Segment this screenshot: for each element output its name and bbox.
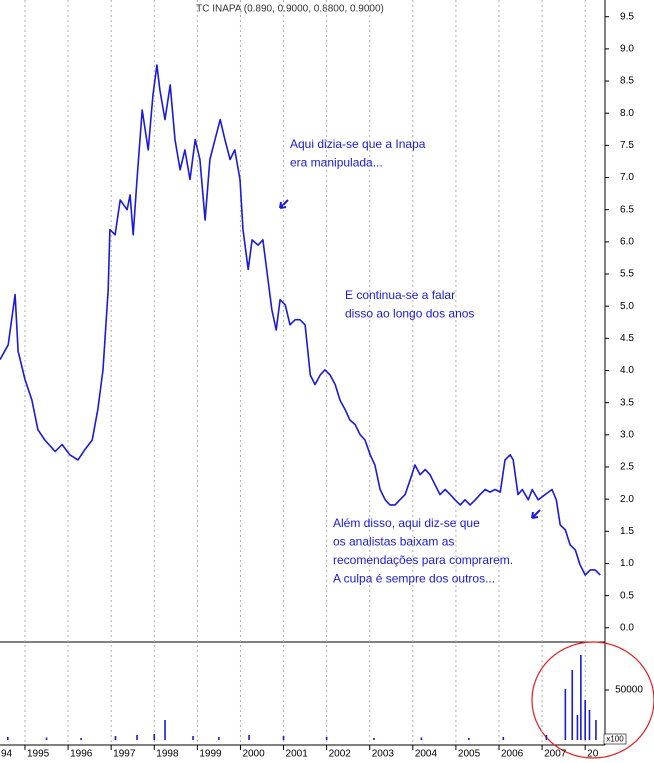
x-tick-label: 2007 xyxy=(544,749,567,760)
highlight-circle xyxy=(531,641,654,759)
volume-bar xyxy=(218,737,220,740)
annotation: E continua-se a falar xyxy=(345,288,455,302)
y-tick-label: 4.0 xyxy=(620,365,634,376)
arrow xyxy=(279,199,289,209)
volume-bar xyxy=(6,737,9,740)
volume-bar xyxy=(153,734,156,740)
price-line xyxy=(0,64,601,576)
y-tick-label: 0.0 xyxy=(620,622,634,633)
annotation: A culpa é sempre dos outros... xyxy=(333,572,495,586)
volume-bar xyxy=(192,736,194,740)
x-tick-label: 2000 xyxy=(242,749,265,760)
y-tick-label: 1.5 xyxy=(620,526,634,537)
x-tick-label: 1996 xyxy=(70,749,93,760)
volume-bar xyxy=(571,670,574,740)
volume-bar xyxy=(564,689,567,740)
x-tick-label: 1995 xyxy=(27,749,50,760)
y-tick-label: 8.0 xyxy=(620,108,634,119)
volume-bar xyxy=(420,737,423,740)
y-tick-label: 6.5 xyxy=(620,204,634,215)
volume-bar xyxy=(468,738,470,740)
annotation: era manipulada... xyxy=(290,156,383,170)
y-tick-label: 7.5 xyxy=(620,140,634,151)
volume-bar xyxy=(80,738,82,740)
y-tick-label: 0.5 xyxy=(620,590,634,601)
annotation: Além disso, aqui diz-se que xyxy=(333,516,480,530)
y-tick-label: 8.5 xyxy=(620,76,634,87)
volume-bar xyxy=(373,738,375,740)
volume-bar xyxy=(45,737,48,740)
x-tick-label: 94 xyxy=(1,749,13,760)
volume-bar xyxy=(136,735,138,740)
volume-bar xyxy=(595,720,597,740)
volume-bar xyxy=(114,736,117,740)
volume-bar xyxy=(164,720,166,740)
x-tick-label: 2001 xyxy=(286,749,309,760)
volume-unit: x100 xyxy=(606,735,624,744)
y-tick-label: 5.0 xyxy=(620,301,634,312)
y-tick-label: 3.0 xyxy=(620,429,634,440)
chart-title: TC INAPA (0.890, 0.9000, 0.8800, 0.9000) xyxy=(196,4,384,15)
y-tick-label: 6.0 xyxy=(620,236,634,247)
volume-bar xyxy=(584,700,586,740)
y-tick-label: 3.5 xyxy=(620,397,634,408)
y-tick-label: 1.0 xyxy=(620,558,634,569)
y-tick-label: 2.5 xyxy=(620,462,634,473)
x-tick-label: 1998 xyxy=(156,749,179,760)
volume-bar xyxy=(325,737,328,740)
volume-bar xyxy=(576,715,579,740)
y-tick-label: 4.5 xyxy=(620,333,634,344)
volume-bar xyxy=(282,736,285,740)
x-tick-label: 20 xyxy=(587,749,599,760)
y-tick-label: 9.0 xyxy=(620,44,634,55)
annotation: recomendações para comprarem. xyxy=(333,553,513,567)
x-tick-label: 2004 xyxy=(415,749,438,760)
volume-tick-label: 50000 xyxy=(615,685,643,696)
volume-bar xyxy=(502,737,505,740)
x-tick-label: 2005 xyxy=(458,749,481,760)
x-tick-label: 2002 xyxy=(329,749,352,760)
y-tick-label: 2.0 xyxy=(620,494,634,505)
annotation: disso ao longo dos anos xyxy=(345,307,474,321)
x-tick-label: 2006 xyxy=(501,749,524,760)
y-tick-label: 7.0 xyxy=(620,172,634,183)
unit-box xyxy=(603,733,627,745)
y-tick-label: 9.5 xyxy=(620,11,634,22)
annotation: os analistas baixam as xyxy=(333,535,454,549)
y-tick-label: 5.5 xyxy=(620,269,634,280)
annotation: Aqui dizia-se que a Inapa xyxy=(290,137,426,151)
volume-bar xyxy=(248,735,250,740)
x-tick-label: 2003 xyxy=(372,749,395,760)
volume-bar xyxy=(580,655,582,740)
arrow xyxy=(531,509,541,519)
volume-bar xyxy=(588,710,591,740)
x-tick-label: 1999 xyxy=(199,749,222,760)
x-tick-label: 1997 xyxy=(113,749,136,760)
volume-bar xyxy=(545,735,548,740)
